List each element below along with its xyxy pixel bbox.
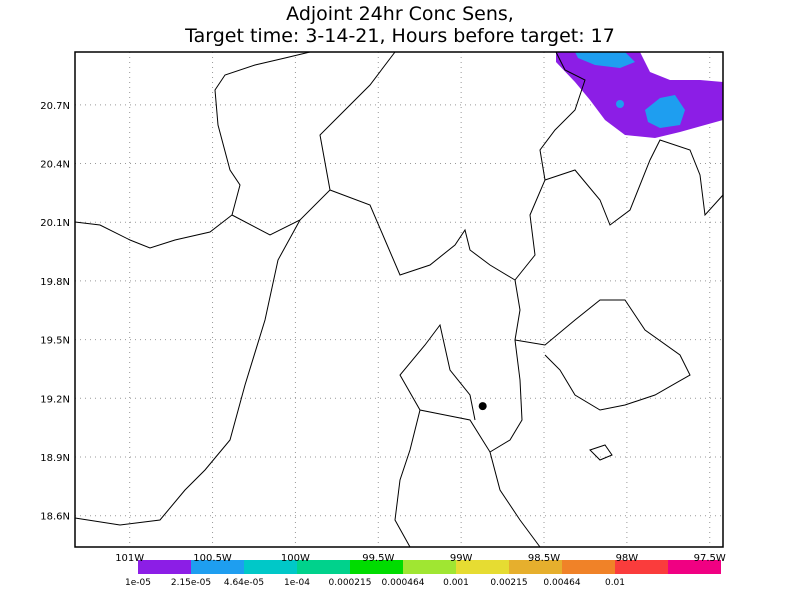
y-tick-label: 18.6N [40,512,70,523]
colorbar-label: 0.000464 [382,578,425,588]
title-line: Target time: 3-14-21, Hours before targe… [184,25,615,47]
map-frame [74,51,724,548]
colorbar-label: 1e-04 [284,578,310,588]
colorbar-swatch [403,560,456,574]
colorbar-swatch [615,560,668,574]
x-tick-label: 99.5W [362,553,394,564]
colorbar-swatch [668,560,721,574]
shaded-region [556,52,723,138]
y-tick-label: 20.1N [40,218,70,229]
y-tick-label: 19.5N [40,336,70,347]
colorbar: 1e-05 2.15e-05 4.64e-05 1e-04 0.000215 0.0004… [125,560,721,588]
colorbar-swatch [244,560,297,574]
colorbar-label: 1e-05 [125,578,151,588]
colorbar-label: 0.00215 [490,578,527,588]
x-tick-label: 100.5W [193,553,232,564]
colorbar-swatch [191,560,244,574]
colorbar-label: 0.01 [605,578,625,588]
site-marker [478,402,487,411]
y-tick-label: 18.9N [40,453,70,464]
title-line: Adjoint 24hr Conc Sens, [286,3,514,25]
x-tick-label: 101W [115,553,144,564]
y-tick-label: 19.8N [40,277,70,288]
y-tick-label: 20.7N [40,101,70,112]
shaded-region [575,52,635,68]
shaded-region [645,95,685,128]
colorbar-label: 2.15e-05 [171,578,211,588]
colorbar-swatch [138,560,191,574]
borders [74,51,724,548]
colorbar-swatch [297,560,350,574]
colorbar-label: 0.000215 [329,578,372,588]
x-tick-label: 100W [281,553,310,564]
colorbar-label: 0.00464 [543,578,580,588]
colorbar-swatch [509,560,562,574]
colorbar-swatch [350,560,403,574]
y-tick-label: 19.2N [40,394,70,405]
x-tick-label: 97.5W [694,553,726,564]
x-tick-label: 99W [450,553,473,564]
colorbar-label: 0.001 [443,578,469,588]
x-tick-label: 98W [616,553,639,564]
x-tick-label: 98.5W [528,553,560,564]
colorbar-label: 4.64e-05 [224,578,264,588]
shaded-region [616,100,624,108]
colorbar-swatch [456,560,509,574]
y-tick-label: 20.4N [40,160,70,171]
colorbar-swatch [562,560,615,574]
